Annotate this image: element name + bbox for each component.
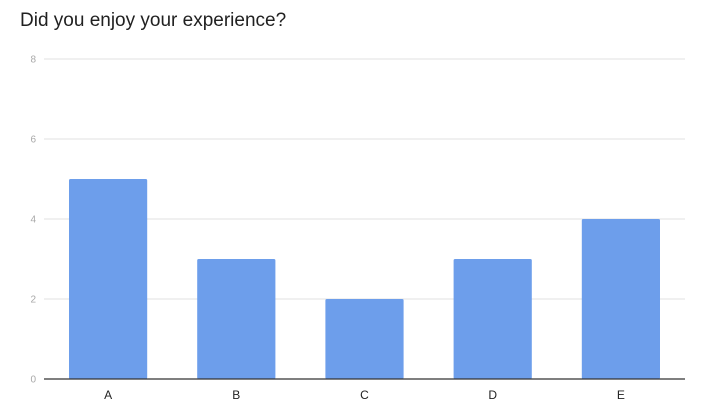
x-tick-label: B bbox=[232, 388, 240, 402]
y-tick-label: 2 bbox=[30, 295, 36, 306]
bar-e bbox=[581, 219, 661, 379]
y-tick-label: 4 bbox=[30, 215, 36, 226]
chart-title: Did you enjoy your experience? bbox=[20, 10, 287, 31]
x-tick-label: A bbox=[104, 388, 112, 402]
y-tick-label: 6 bbox=[30, 135, 36, 146]
bars bbox=[68, 179, 661, 379]
bar-a bbox=[68, 179, 148, 379]
bar-b bbox=[197, 259, 276, 379]
y-tick-label: 0 bbox=[30, 375, 36, 386]
bar-c bbox=[325, 299, 404, 379]
x-tick-label: D bbox=[488, 388, 497, 402]
x-tick-label: E bbox=[617, 388, 625, 402]
y-tick-labels: 0 2 4 6 8 bbox=[30, 55, 36, 386]
x-tick-labels: A B C D E bbox=[104, 388, 625, 402]
bar-d bbox=[453, 259, 532, 379]
y-tick-label: 8 bbox=[30, 55, 36, 66]
x-tick-label: C bbox=[360, 388, 369, 402]
